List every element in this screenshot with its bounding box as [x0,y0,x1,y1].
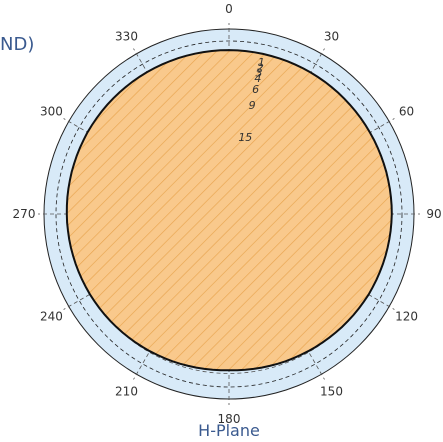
angle-tick-label: 60 [399,105,414,119]
angle-tick-label: 270 [13,207,36,221]
angle-tick-label: 0 [225,2,233,16]
radial-tick-label: 6 [252,83,259,96]
header-fragment: ND) [0,34,35,55]
pattern-trace [65,49,393,372]
angle-tick-label: 300 [40,105,63,119]
angle-tick-label: 180 [218,412,241,426]
radial-tick-label: 9 [249,99,256,112]
angle-tick-label: 150 [320,385,343,399]
chart-title: H-Plane [198,421,260,440]
angle-tick-label: 330 [115,29,138,43]
angle-tick-label: 240 [40,310,63,324]
radial-tick-label: 4 [254,72,261,85]
radial-tick-label: 3 [256,67,263,80]
outer-ring [55,40,403,388]
radial-tick-label: 2 [257,61,264,74]
angle-tick-label: 90 [426,207,441,221]
angle-tick-label: 210 [115,385,138,399]
angle-tick-label: 120 [395,310,418,324]
radial-tick-label: 15 [238,131,252,144]
radial-tick-label: 1 [258,56,265,69]
pattern-hatch [66,50,392,371]
angle-tick-label: 30 [324,29,339,43]
